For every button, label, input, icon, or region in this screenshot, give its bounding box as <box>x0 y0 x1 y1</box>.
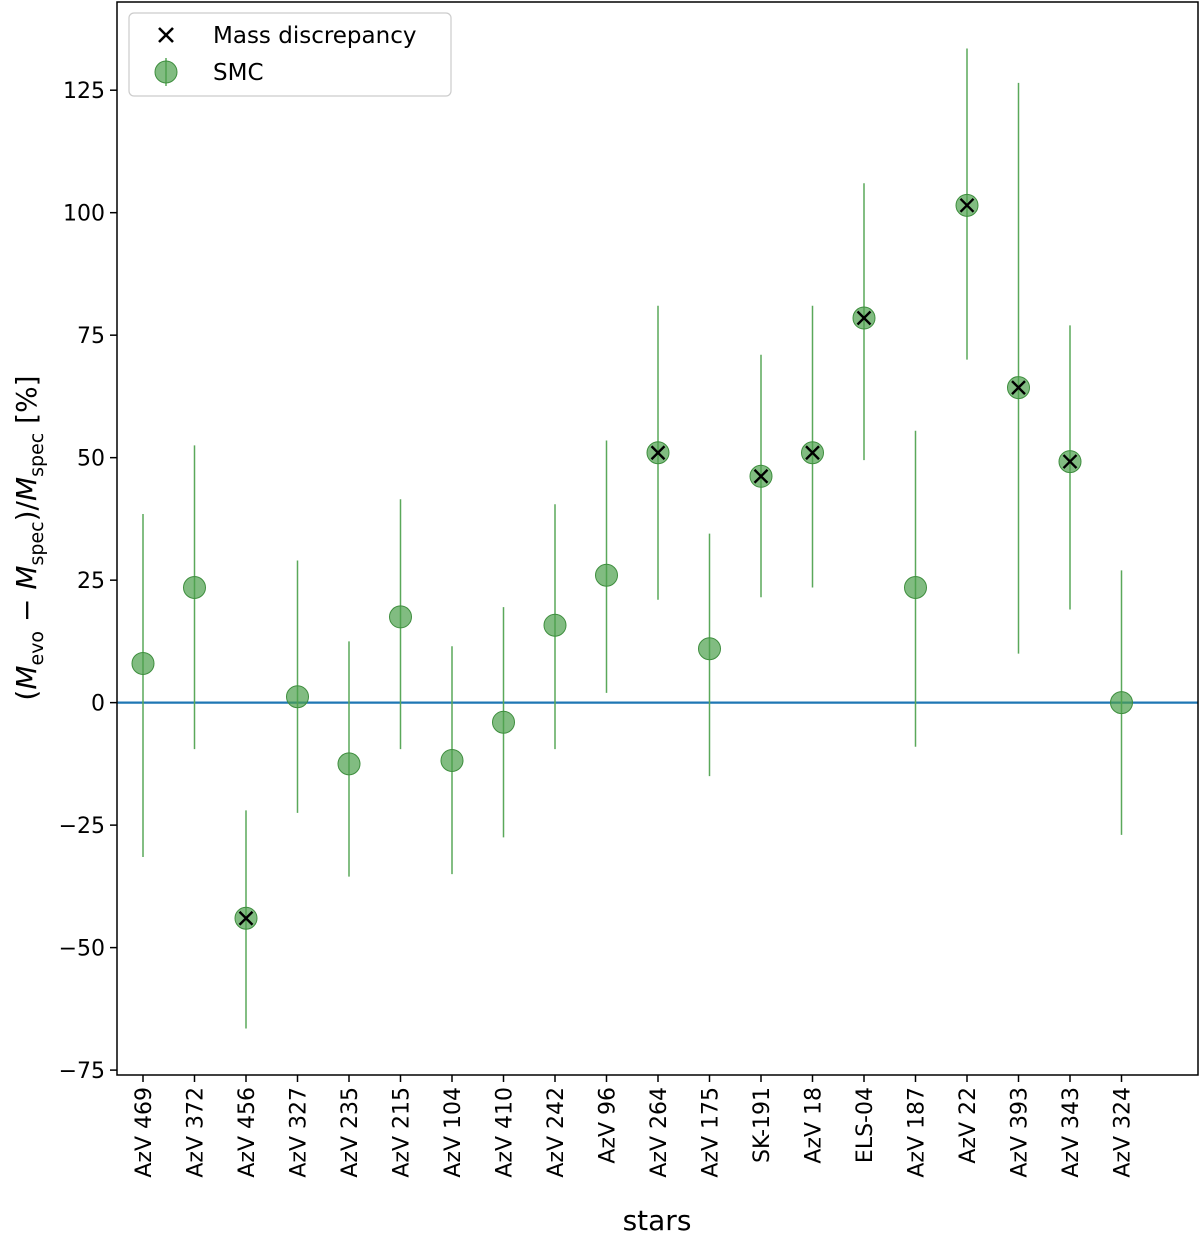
x-tick-label: AzV 215 <box>390 1087 415 1178</box>
data-point <box>440 748 464 772</box>
x-tick-label: AzV 235 <box>338 1087 363 1178</box>
x-tick-label: AzV 393 <box>1008 1087 1033 1178</box>
data-point <box>492 710 515 734</box>
data-point <box>286 685 309 709</box>
x-tick-label: AzV 96 <box>596 1087 621 1164</box>
data-point <box>543 613 567 637</box>
x-tick-label: AzV 327 <box>287 1087 312 1178</box>
x-tick-label: AzV 469 <box>132 1087 157 1178</box>
legend-label-mass-discrepancy: Mass discrepancy <box>213 23 416 49</box>
x-axis-title: stars <box>623 1204 692 1233</box>
y-tick-label: −50 <box>59 937 105 962</box>
legend: Mass discrepancy SMC <box>128 12 452 97</box>
x-tick-label: AzV 343 <box>1059 1087 1084 1178</box>
x-tick-label: AzV 324 <box>1111 1087 1136 1178</box>
y-tick-label: 125 <box>63 79 105 104</box>
x-tick-label: AzV 264 <box>647 1087 672 1178</box>
y-tick-label: 100 <box>63 202 105 227</box>
mass-discrepancy-marker <box>650 445 666 461</box>
data-point <box>904 575 927 599</box>
mass-discrepancy-marker <box>238 910 254 926</box>
y-tick-label: −75 <box>59 1059 105 1084</box>
y-tick-label: 75 <box>77 324 105 349</box>
x-tick-label: AzV 242 <box>544 1087 569 1178</box>
x-tick-label: SK-191 <box>750 1087 775 1163</box>
data-point <box>1110 691 1133 715</box>
mass-discrepancy-marker <box>856 310 872 326</box>
x-tick-label: AzV 18 <box>802 1087 827 1164</box>
x-tick-label: AzV 104 <box>441 1087 466 1178</box>
mass-discrepancy-marker <box>959 197 975 213</box>
x-axis: AzV 469 AzV 372 AzV 456 AzV 327 AzV 235 AzV 2… <box>132 1075 1136 1178</box>
data-point <box>389 605 412 629</box>
y-axis: −75 −50 −25 0 25 50 75 100 125 <box>59 79 117 1084</box>
legend-point-marker <box>154 60 178 84</box>
plot-area <box>117 48 1198 1029</box>
x-tick-label: AzV 456 <box>235 1087 260 1178</box>
x-tick-label: AzV 187 <box>905 1087 930 1178</box>
mass-discrepancy-marker <box>753 468 769 484</box>
x-tick-label: AzV 22 <box>956 1087 981 1164</box>
y-tick-label: −25 <box>59 814 105 839</box>
y-tick-label: 50 <box>77 447 105 472</box>
legend-label-smc: SMC <box>213 60 264 86</box>
data-point <box>183 575 206 599</box>
mass-discrepancy-marker <box>805 445 820 461</box>
x-tick-label: AzV 410 <box>493 1087 518 1178</box>
mass-discrepancy-marker <box>1062 454 1078 469</box>
legend-cross-marker <box>158 27 174 43</box>
y-tick-label: 25 <box>77 569 105 594</box>
y-tick-label: 0 <box>91 692 105 717</box>
data-point <box>698 637 721 661</box>
x-tick-label: AzV 175 <box>699 1087 724 1178</box>
mass-discrepancy-marker <box>1011 380 1026 395</box>
data-point <box>595 563 618 587</box>
legend-box <box>128 12 452 97</box>
data-point <box>337 752 361 776</box>
x-tick-label: AzV 372 <box>184 1087 209 1178</box>
data-point <box>131 651 155 675</box>
x-tick-label: ELS-04 <box>853 1087 878 1163</box>
y-axis-title: (Mevo − Mspec)/Mspec [%] <box>10 375 48 700</box>
